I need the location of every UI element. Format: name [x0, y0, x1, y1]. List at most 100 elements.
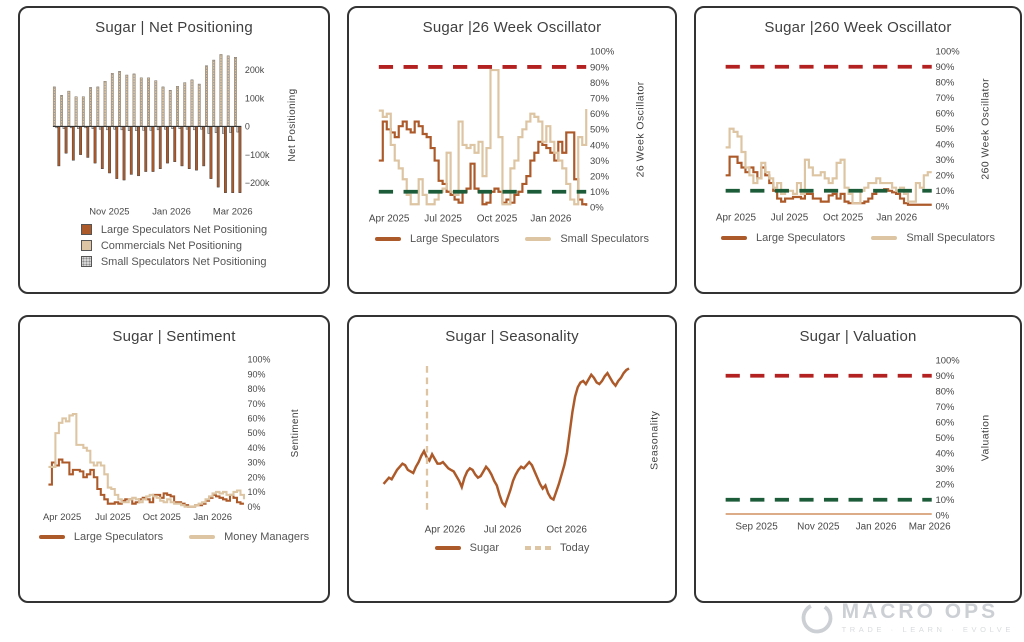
- y-tick-label: 70%: [936, 93, 955, 104]
- chart-title: Sugar | Net Positioning: [95, 19, 253, 36]
- legend-label: Large Speculators Net Positioning: [100, 223, 268, 236]
- x-tick-label: Mar 2026: [213, 206, 253, 217]
- legend-label: Large Speculators: [756, 231, 846, 244]
- x-tick-label: Jan 2026: [876, 212, 917, 223]
- small-speculators-bar: [229, 126, 232, 133]
- large-speculators-bar: [57, 126, 61, 167]
- net-positioning-chart: 200k 100k 0 −100k −200k Nov 2025 Jan 2026 Mar 2…: [52, 54, 298, 217]
- y-tick-label: 30%: [590, 156, 610, 167]
- x-tick-label: Apr 2025: [716, 212, 757, 223]
- legend-label: Today: [560, 542, 590, 555]
- logo-brand: MACRO OPS: [841, 600, 999, 623]
- x-tick-label: Jul 2026: [484, 525, 522, 536]
- y-tick-label: 50%: [936, 124, 955, 135]
- y-tick-label: 10%: [248, 487, 266, 497]
- y-tick-label: 90%: [936, 371, 955, 382]
- large-speculators-bar: [122, 126, 126, 181]
- macro-ops-ring-icon: [801, 602, 832, 634]
- large-speculators-bar: [144, 126, 148, 172]
- y-tick-label: 90%: [936, 62, 955, 73]
- y-tick-label: 70%: [590, 93, 610, 104]
- legend-item: Large Speculators: [38, 531, 163, 543]
- y-axis-label: Valuation: [980, 414, 991, 461]
- y-axis-label: Sentiment: [290, 409, 301, 457]
- y-tick-label: 100%: [248, 355, 271, 365]
- panel-26-week-oscillator: Sugar |26 Week Oscillator 100% 90% 80% 70% 6…: [347, 6, 677, 294]
- large-speculators-bar: [100, 126, 104, 169]
- panel-net-positioning: Sugar | Net Positioning 200k 100k 0 −100k −2…: [18, 6, 330, 294]
- y-tick-label: 10%: [590, 187, 610, 198]
- large-speculators-bar: [71, 126, 75, 161]
- commercials-bar: [60, 95, 63, 127]
- legend-item: Large Speculators: [721, 232, 845, 244]
- y-tick-label: 10%: [936, 495, 955, 506]
- y-tick-label: 90%: [590, 62, 610, 73]
- large-speculators-bar: [93, 126, 97, 164]
- panel-260-week-oscillator: Sugar |260 Week Oscillator 100% 90% 80% 70%…: [694, 6, 1022, 294]
- small-speculators-bar: [149, 126, 152, 131]
- large-speculators-swatch: [375, 237, 402, 242]
- y-tick-label: 100%: [590, 47, 615, 58]
- large-speculators-bar: [137, 126, 140, 177]
- legend-item: Today: [525, 542, 589, 554]
- money-managers-swatch: [189, 534, 216, 539]
- y-tick-label: 0%: [248, 502, 261, 512]
- valuation-chart: 100% 90% 80% 70% 60% 50% 40% 30% 20% 10% 0% Sep 202…: [725, 356, 991, 532]
- y-axis-label: 260 Week Oscillator: [980, 78, 991, 180]
- sentiment-chart: 100% 90% 80% 70% 60% 50% 40% 30% 20% 10% 0% Apr 202…: [43, 355, 301, 522]
- macro-ops-logo: MACRO OPS TRADE · LEARN · EVOLVE: [800, 601, 1014, 635]
- x-tick-label: Oct 2025: [143, 511, 181, 522]
- chart-title: Sugar | Seasonality: [445, 328, 579, 345]
- legend-label: Large Speculators: [410, 233, 500, 246]
- large-speculators-bar: [195, 126, 198, 171]
- panel-valuation: Sugar | Valuation 100% 90% 80% 70% 60% 50% 40%…: [694, 315, 1022, 603]
- x-tick-label: Jul 2025: [771, 212, 809, 223]
- x-tick-label: Nov 2025: [89, 206, 129, 217]
- x-tick-label: Jul 2025: [424, 214, 462, 225]
- chart-title: Sugar | Valuation: [799, 328, 917, 345]
- legend-item: Commercials Net Positioning: [80, 240, 242, 252]
- y-tick-label: 100k: [245, 93, 265, 103]
- small-speculators-bar: [127, 126, 131, 131]
- large-speculators-bar: [115, 126, 119, 179]
- y-tick-label: 0%: [590, 203, 604, 214]
- legend: Large Speculators Money Managers: [26, 531, 322, 543]
- y-tick-label: 20%: [936, 480, 955, 491]
- x-tick-label: Oct 2025: [823, 212, 864, 223]
- legend-label: Small Speculators: [906, 231, 995, 244]
- series-sugar: [382, 367, 630, 509]
- y-tick-label: 100%: [936, 356, 961, 367]
- large-speculators-bar: [166, 126, 169, 164]
- y-tick-label: 40%: [936, 449, 955, 460]
- small-speculators-bar: [214, 126, 218, 133]
- chart-title: Sugar | Sentiment: [112, 328, 236, 345]
- legend-item: Money Managers: [189, 531, 309, 543]
- small-speculators-bar: [135, 126, 138, 131]
- y-tick-label: 30%: [248, 458, 266, 468]
- small-speculators-swatch: [871, 235, 898, 240]
- large-speculators-bar: [108, 126, 111, 174]
- y-tick-label: 80%: [936, 78, 955, 89]
- legend-item: Large Speculators Net Positioning: [80, 223, 268, 236]
- legend: Large Speculators Small Speculators: [355, 233, 669, 245]
- small-speculators-bar: [222, 126, 225, 134]
- y-tick-label: −100k: [245, 150, 270, 160]
- x-tick-label: Jul 2025: [95, 511, 131, 522]
- y-tick-label: 20%: [248, 472, 266, 482]
- dashboard-grid: Sugar | Net Positioning 200k 100k 0 −100k −2…: [18, 6, 1022, 603]
- large-speculators-bar: [158, 126, 162, 169]
- series-money-managers: [48, 412, 245, 508]
- series-large-speculators: [725, 155, 932, 206]
- y-tick-label: 80%: [590, 78, 610, 89]
- y-tick-label: 50%: [248, 428, 266, 438]
- x-tick-label: Apr 2025: [43, 511, 81, 522]
- x-tick-label: Sep 2025: [735, 521, 778, 532]
- y-tick-label: 60%: [248, 414, 266, 424]
- y-tick-label: 60%: [590, 109, 610, 120]
- seasonality-chart: Apr 2026 Jul 2026 Oct 2026 Seasonality: [382, 366, 661, 536]
- series-small-speculators: [378, 68, 588, 206]
- large-speculators-bar: [86, 126, 90, 158]
- x-tick-label: Apr 2026: [425, 525, 466, 536]
- large-speculators-bar: [231, 126, 235, 193]
- y-tick-label: 10%: [936, 186, 955, 197]
